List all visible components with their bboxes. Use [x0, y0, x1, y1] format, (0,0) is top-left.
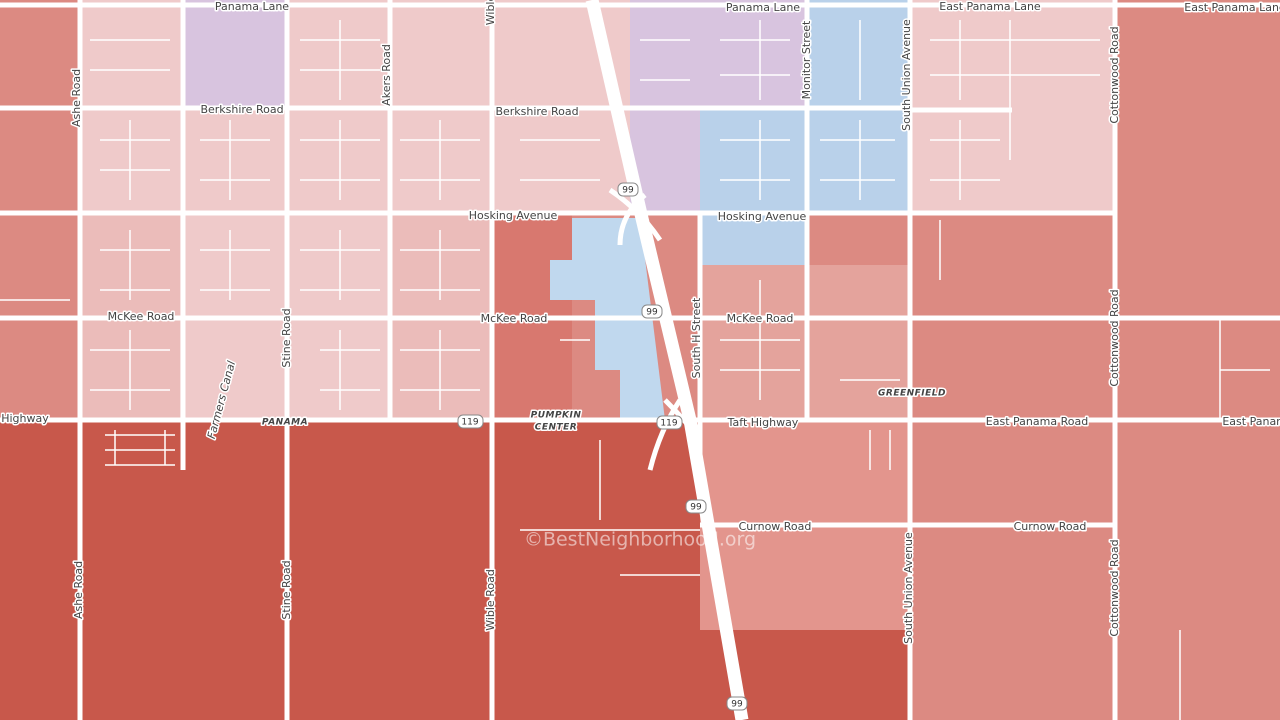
route-shields: 99 99 99 99 119 119: [457, 182, 748, 711]
road-label: East Panama Lane: [1184, 1, 1280, 14]
road-label: Berkshire Road: [200, 103, 283, 116]
region: [700, 0, 807, 108]
local-streets: [0, 20, 1270, 720]
shield: [457, 414, 484, 429]
shield-label: 119: [461, 418, 478, 428]
shield-label: 99: [622, 186, 634, 196]
shield-label: 99: [690, 503, 702, 513]
region: [700, 108, 807, 212]
road-label: Hosking Avenue: [718, 210, 807, 223]
road-label: Curnow Road: [739, 520, 812, 533]
road-label: East Panama Road: [986, 415, 1088, 428]
road-label: South Union Avenue: [902, 532, 915, 644]
watermark: ©BestNeighborhood.org: [524, 529, 756, 551]
place-label: CENTER: [535, 423, 578, 433]
road-label: Wible Road: [484, 569, 497, 631]
shield: [641, 304, 663, 319]
place-label: PUMPKIN: [531, 411, 582, 421]
road: [0, 2, 1280, 528]
street: [0, 20, 1270, 720]
road-label: East Panama: [1222, 415, 1280, 428]
road-label: Ashe Road: [70, 69, 83, 127]
road-label: Cottonwood Road: [1108, 289, 1121, 386]
ramp: [608, 187, 702, 471]
road-label: Taft Highway: [727, 416, 799, 429]
shield: [726, 696, 748, 711]
shield: [617, 182, 639, 197]
shield: [656, 415, 683, 430]
road-label: Monitor Street: [800, 20, 813, 99]
shield-label: 119: [660, 419, 677, 429]
road-label: Panama Lane: [215, 0, 289, 13]
road-labels: Panama Lane Panama Lane East Panama Lane…: [0, 0, 1280, 645]
road-label: Stine Road: [280, 308, 293, 367]
region: [700, 215, 807, 267]
region: [0, 422, 700, 720]
region: [183, 0, 285, 106]
road-label: McKee Road: [727, 312, 794, 325]
road-label: Hosking Avenue: [469, 209, 558, 222]
road-label: Panama Lane: [726, 1, 800, 14]
road-label: Cottonwood Road: [1108, 26, 1121, 123]
road-label: South Union Avenue: [900, 19, 913, 131]
road-label: East Panama Lane: [939, 0, 1041, 13]
road-label: Berkshire Road: [495, 105, 578, 118]
road-label: McKee Road: [481, 312, 548, 325]
road-label: South H Street: [690, 297, 703, 378]
shield-label: 99: [731, 700, 743, 710]
road-label: Ashe Road: [72, 561, 85, 619]
road-label: Stine Road: [280, 560, 293, 619]
road-label: Highway: [1, 412, 49, 425]
road: [77, 0, 1118, 720]
place-label: GREENFIELD: [878, 389, 946, 399]
road-label: Cottonwood Road: [1108, 539, 1121, 636]
shield: [685, 499, 707, 514]
road-label: Curnow Road: [1014, 520, 1087, 533]
road-label: Wible: [484, 0, 497, 25]
highway-99: [585, 0, 749, 720]
road-label: Akers Road: [380, 44, 393, 106]
region: [910, 0, 1115, 212]
shield-label: 99: [646, 308, 658, 318]
place-label: PANAMA: [262, 418, 308, 428]
road-label: McKee Road: [108, 310, 175, 323]
